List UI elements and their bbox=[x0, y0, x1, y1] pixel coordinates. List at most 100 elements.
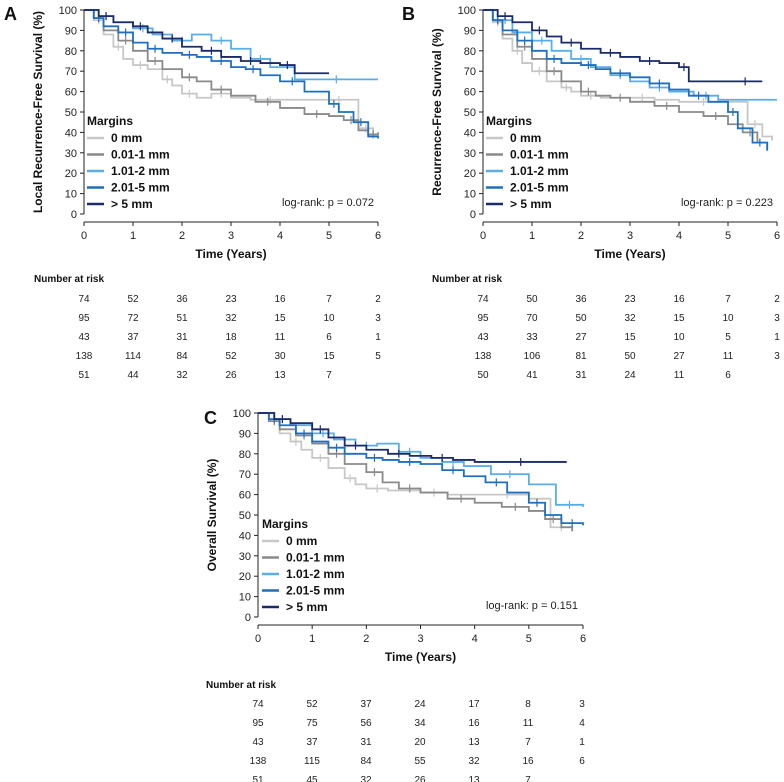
legend-label: > 5 mm bbox=[286, 600, 328, 614]
risk-table-cell: 7 bbox=[725, 294, 731, 305]
y-tick-label: 60 bbox=[464, 87, 476, 99]
x-tick-label: 5 bbox=[725, 230, 731, 242]
series-line-0 bbox=[84, 9, 374, 137]
y-tick-label: 60 bbox=[65, 87, 77, 99]
risk-table-cell: 15 bbox=[673, 313, 685, 324]
risk-table-cell: 17 bbox=[468, 699, 480, 710]
risk-table-cell: 115 bbox=[304, 756, 320, 767]
x-tick-label: 4 bbox=[676, 230, 682, 242]
risk-table-cell: 7 bbox=[525, 737, 531, 748]
risk-table-cell: 75 bbox=[306, 718, 318, 729]
risk-table-cell: 138 bbox=[475, 351, 492, 362]
x-tick-label: 6 bbox=[375, 230, 381, 242]
y-tick-label: 60 bbox=[239, 490, 251, 502]
y-tick-label: 70 bbox=[65, 66, 77, 78]
risk-table-cell: 33 bbox=[526, 332, 538, 343]
risk-table-cell: 56 bbox=[360, 718, 372, 729]
risk-table-cell: 11 bbox=[674, 370, 685, 381]
risk-table-cell: 43 bbox=[78, 332, 90, 343]
risk-table-cell: 37 bbox=[127, 332, 139, 343]
risk-table-cell: 84 bbox=[176, 351, 188, 362]
risk-table-cell: 37 bbox=[360, 699, 372, 710]
risk-table-cell: 3 bbox=[579, 699, 585, 710]
risk-table-cell: 7 bbox=[326, 370, 332, 381]
legend-title: Margins bbox=[486, 114, 532, 128]
risk-table-cell: 81 bbox=[575, 351, 587, 362]
risk-table-cell: 31 bbox=[360, 737, 372, 748]
x-tick-label: 2 bbox=[363, 633, 369, 645]
risk-table-cell: 32 bbox=[176, 370, 188, 381]
legend-title: Margins bbox=[262, 517, 308, 531]
logrank-annotation: log-rank: p = 0.223 bbox=[681, 197, 773, 209]
risk-table-cell: 74 bbox=[252, 699, 264, 710]
risk-table-cell: 44 bbox=[127, 370, 139, 381]
x-tick-label: 1 bbox=[529, 230, 535, 242]
legend-title: Margins bbox=[87, 114, 133, 128]
legend-label: 0.01-1 mm bbox=[510, 148, 569, 162]
y-tick-label: 80 bbox=[464, 46, 476, 58]
risk-table-cell: 10 bbox=[673, 332, 685, 343]
risk-table-cell: 6 bbox=[579, 756, 585, 767]
risk-table-cell: 13 bbox=[468, 737, 480, 748]
risk-table-cell: 30 bbox=[274, 351, 286, 362]
risk-table-cell: 5 bbox=[725, 332, 731, 343]
panel-letter: A bbox=[4, 4, 17, 24]
x-tick-label: 1 bbox=[309, 633, 315, 645]
risk-table-cell: 36 bbox=[176, 294, 188, 305]
y-tick-label: 100 bbox=[233, 408, 251, 420]
risk-table-cell: 95 bbox=[252, 718, 264, 729]
risk-table-cell: 51 bbox=[78, 370, 90, 381]
risk-table-cell: 84 bbox=[360, 756, 372, 767]
series-line-3 bbox=[483, 9, 769, 151]
risk-table-cell: 11 bbox=[275, 332, 286, 343]
y-tick-label: 80 bbox=[65, 46, 77, 58]
x-axis-title: Time (Years) bbox=[385, 650, 456, 664]
risk-table-cell: 3 bbox=[774, 351, 780, 362]
panel-letter: C bbox=[204, 408, 217, 428]
x-tick-label: 3 bbox=[228, 230, 234, 242]
risk-table-cell: 2 bbox=[375, 294, 381, 305]
risk-table-cell: 5 bbox=[375, 351, 381, 362]
y-tick-label: 20 bbox=[464, 168, 476, 180]
x-tick-label: 5 bbox=[526, 633, 532, 645]
risk-table-title: Number at risk bbox=[432, 274, 502, 285]
risk-table-cell: 27 bbox=[673, 351, 685, 362]
risk-table-cell: 106 bbox=[524, 351, 541, 362]
risk-table-cell: 43 bbox=[252, 737, 264, 748]
risk-table-cell: 55 bbox=[414, 756, 426, 767]
risk-table-cell: 15 bbox=[323, 351, 335, 362]
x-tick-label: 2 bbox=[179, 230, 185, 242]
risk-table-cell: 3 bbox=[774, 313, 780, 324]
risk-table-cell: 3 bbox=[375, 313, 381, 324]
risk-table-cell: 10 bbox=[323, 313, 335, 324]
y-tick-label: 30 bbox=[239, 551, 251, 563]
y-tick-label: 30 bbox=[65, 148, 77, 160]
risk-table-cell: 16 bbox=[274, 294, 286, 305]
risk-table-cell: 13 bbox=[468, 775, 480, 782]
risk-table-cell: 95 bbox=[477, 313, 489, 324]
risk-table-cell: 6 bbox=[725, 370, 731, 381]
series-line-1 bbox=[84, 9, 379, 136]
x-tick-label: 0 bbox=[480, 230, 486, 242]
y-tick-label: 50 bbox=[65, 107, 77, 119]
y-tick-label: 10 bbox=[65, 189, 77, 201]
risk-table-cell: 7 bbox=[326, 294, 332, 305]
risk-table-cell: 32 bbox=[360, 775, 372, 782]
y-tick-label: 70 bbox=[464, 66, 476, 78]
y-tick-label: 50 bbox=[239, 510, 251, 522]
y-tick-label: 20 bbox=[65, 168, 77, 180]
y-tick-label: 90 bbox=[464, 25, 476, 37]
series-line-1 bbox=[258, 412, 574, 532]
x-tick-label: 5 bbox=[326, 230, 332, 242]
risk-table-cell: 13 bbox=[274, 370, 286, 381]
risk-table-cell: 36 bbox=[575, 294, 587, 305]
series-line-4 bbox=[84, 9, 329, 75]
risk-table-cell: 114 bbox=[125, 351, 141, 362]
risk-table-cell: 31 bbox=[575, 370, 587, 381]
y-tick-label: 100 bbox=[458, 5, 476, 17]
risk-table-cell: 51 bbox=[176, 313, 188, 324]
y-tick-label: 0 bbox=[71, 209, 77, 221]
risk-table-cell: 26 bbox=[414, 775, 426, 782]
